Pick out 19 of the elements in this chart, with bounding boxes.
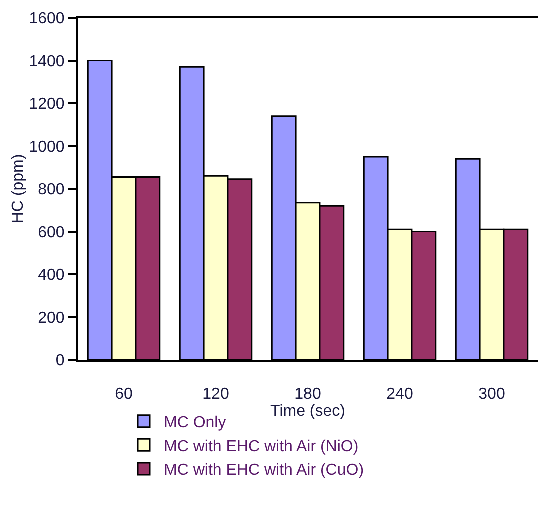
y-axis-title: HC (ppm)	[10, 154, 28, 224]
y-tick-label: 1200	[29, 96, 65, 114]
y-tick-label: 200	[38, 310, 65, 327]
x-tick-label: 180	[294, 386, 322, 404]
y-tick-label: 800	[38, 182, 65, 199]
y-tick-label: 1400	[29, 53, 65, 70]
x-axis-title: Time (sec)	[270, 403, 346, 420]
legend-label: MC Only	[164, 414, 226, 432]
legend-label: MC with EHC with Air (NiO)	[164, 438, 359, 456]
x-tick-label: 300	[478, 386, 506, 404]
legend-label: MC with EHC with Air (CuO)	[164, 462, 364, 480]
y-tick-label: 1600	[29, 10, 65, 28]
y-tick-label: 1000	[29, 138, 65, 156]
y-tick-label: 600	[38, 224, 65, 242]
y-tick-label: 400	[38, 267, 65, 284]
x-tick-label: 240	[386, 386, 414, 404]
y-tick-label: 0	[56, 352, 65, 370]
x-tick-label: 60	[115, 386, 133, 404]
x-tick-label: 120	[202, 386, 230, 404]
